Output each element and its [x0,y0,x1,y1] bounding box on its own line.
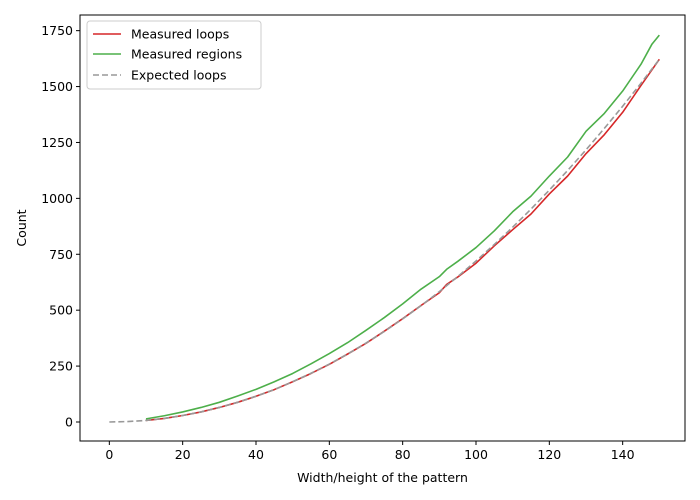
y-tick-label: 500 [49,303,73,318]
x-tick-label: 100 [464,447,488,462]
x-axis-label: Width/height of the pattern [297,470,468,485]
x-axis-ticks: 0 20 40 60 80 100 120 140 [105,441,635,462]
legend: Measured loops Measured regions Expected… [86,20,262,90]
legend-box [86,20,262,90]
plot-frame [79,14,686,442]
legend-label-measured-regions: Measured regions [131,47,242,62]
y-tick-label: 750 [49,247,73,262]
y-axis-ticks: 0 250 500 750 1000 1250 1500 1750 [41,23,80,429]
y-tick-label: 250 [49,359,73,374]
y-tick-label: 1250 [41,135,73,150]
y-tick-label: 0 [65,414,73,429]
series-line-measured-regions [145,34,660,420]
x-tick-label: 80 [395,447,411,462]
series-line-expected-loops [109,58,660,423]
y-tick-label: 1000 [41,191,73,206]
series-layer [109,34,660,423]
x-tick-label: 60 [321,447,337,462]
legend-label-expected-loops: Expected loops [131,68,227,83]
series-line-measured-loops [145,58,660,422]
x-tick-label: 40 [248,447,264,462]
y-tick-label: 1750 [41,23,73,38]
y-axis-label: Count [14,209,29,246]
x-tick-label: 120 [537,447,561,462]
x-tick-label: 0 [105,447,113,462]
x-tick-label: 140 [611,447,635,462]
y-tick-label: 1500 [41,79,73,94]
legend-label-measured-loops: Measured loops [131,27,229,42]
x-tick-label: 20 [175,447,191,462]
